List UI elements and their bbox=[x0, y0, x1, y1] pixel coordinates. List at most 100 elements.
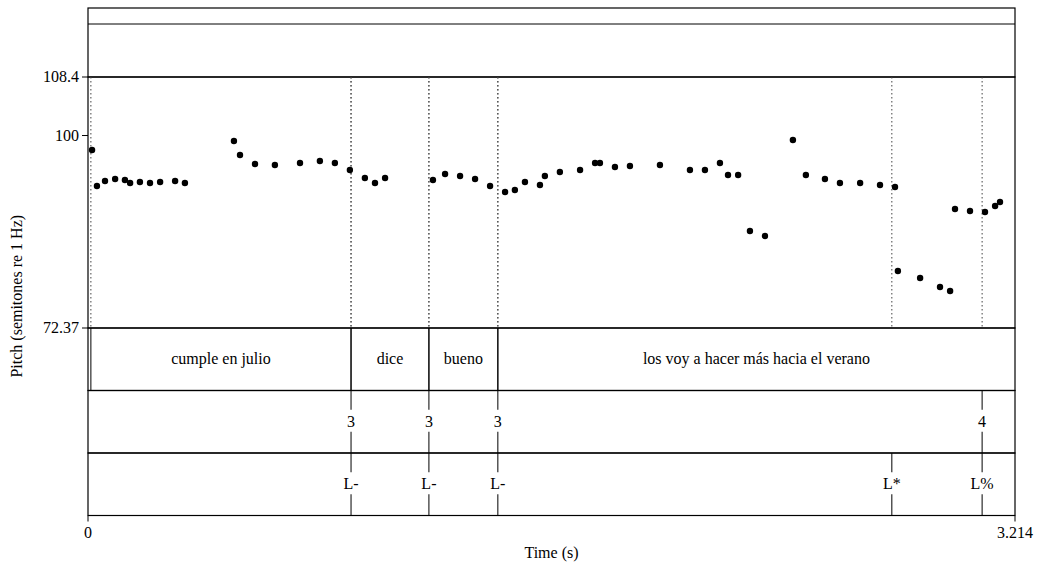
pitch-point bbox=[597, 160, 603, 166]
x-axis-title: Time (s) bbox=[524, 544, 578, 562]
tier-frame bbox=[88, 328, 1015, 391]
pitch-point bbox=[612, 164, 618, 170]
pitch-point bbox=[137, 179, 143, 185]
point-mark bbox=[982, 494, 983, 515]
pitch-point bbox=[822, 176, 828, 182]
pitch-point bbox=[952, 206, 958, 212]
boundary-guides bbox=[91, 77, 982, 328]
pitch-point bbox=[687, 167, 693, 173]
pitch-point bbox=[937, 284, 943, 290]
point-mark bbox=[428, 391, 429, 410]
point-label: L- bbox=[490, 475, 505, 492]
pitch-point bbox=[112, 176, 118, 182]
pitch-point bbox=[430, 177, 436, 183]
pitch-point bbox=[717, 160, 723, 166]
pitch-point bbox=[382, 175, 388, 181]
y-tick-label: 100 bbox=[55, 127, 79, 144]
point-mark bbox=[351, 453, 352, 472]
pitch-point bbox=[487, 183, 493, 189]
interval-boundary bbox=[497, 328, 498, 391]
tier-frame bbox=[88, 453, 1015, 516]
point-mark bbox=[351, 494, 352, 515]
pitch-point bbox=[297, 160, 303, 166]
tier-frame bbox=[88, 391, 1015, 454]
boundary-guide bbox=[428, 77, 429, 328]
point-mark bbox=[982, 453, 983, 472]
point-mark bbox=[428, 432, 429, 453]
interval-boundary bbox=[351, 328, 352, 391]
point-mark bbox=[351, 391, 352, 410]
pitch-point bbox=[332, 160, 338, 166]
pitch-point bbox=[895, 268, 901, 274]
interval-label: bueno bbox=[444, 350, 483, 367]
y-tick-label: 108.4 bbox=[43, 68, 79, 85]
pitch-point bbox=[735, 172, 741, 178]
pitch-point bbox=[252, 161, 258, 167]
pitch-point bbox=[577, 167, 583, 173]
pitch-point bbox=[877, 182, 883, 188]
pitch-point bbox=[127, 180, 133, 186]
pitch-point bbox=[94, 183, 100, 189]
point-mark bbox=[428, 494, 429, 515]
point-label: L% bbox=[971, 475, 994, 492]
pitch-point bbox=[237, 152, 243, 158]
point-label: L- bbox=[421, 475, 436, 492]
pitch-point bbox=[892, 184, 898, 190]
interval-label: cumple en julio bbox=[171, 350, 271, 368]
point-mark bbox=[982, 432, 983, 453]
pitch-point bbox=[967, 208, 973, 214]
interval-boundary bbox=[90, 328, 91, 391]
pitch-point bbox=[627, 163, 633, 169]
pitch-point bbox=[992, 203, 998, 209]
pitch-point bbox=[725, 172, 731, 178]
point-mark bbox=[497, 432, 498, 453]
boundary-guide bbox=[351, 77, 352, 328]
pitch-point bbox=[522, 179, 528, 185]
interval-boundary bbox=[351, 328, 352, 391]
point-label: L- bbox=[343, 475, 358, 492]
point-label: 3 bbox=[347, 413, 355, 430]
point-mark bbox=[351, 432, 352, 453]
pitch-point bbox=[347, 167, 353, 173]
boundary-guide bbox=[428, 77, 429, 328]
pitch-point bbox=[803, 172, 809, 178]
pitch-point bbox=[857, 180, 863, 186]
pitch-point bbox=[947, 288, 953, 294]
figure: 72.37 100 108.4 cumple en julio dice bueno los… bbox=[0, 0, 1037, 564]
pitch-point bbox=[542, 173, 548, 179]
waveform-baseline bbox=[88, 24, 1015, 25]
interval-label: dice bbox=[377, 350, 404, 367]
y-axis-title: Pitch (semitones re 1 Hz) bbox=[8, 215, 26, 378]
boundary-guide bbox=[351, 77, 352, 328]
x-tick-label: 0 bbox=[84, 524, 92, 541]
interval-boundary bbox=[428, 328, 429, 391]
pitch-point bbox=[157, 179, 163, 185]
interval-label: los voy a hacer más hacia el verano bbox=[643, 350, 870, 368]
x-tick bbox=[1015, 516, 1016, 522]
y-tick bbox=[82, 135, 88, 136]
interval-boundary bbox=[428, 328, 429, 391]
pitch-point bbox=[442, 171, 448, 177]
x-tick-label: 3.214 bbox=[997, 524, 1033, 541]
pitch-point bbox=[182, 180, 188, 186]
pitch-point bbox=[231, 138, 237, 144]
boundary-guide bbox=[891, 77, 892, 328]
pitch-point bbox=[362, 175, 368, 181]
pitch-points bbox=[89, 137, 1003, 294]
pitch-point bbox=[997, 199, 1003, 205]
pitch-point bbox=[917, 275, 923, 281]
pitch-point bbox=[837, 180, 843, 186]
boundary-guide bbox=[982, 77, 983, 328]
pitch-frame bbox=[88, 77, 1015, 328]
boundary-guide bbox=[497, 77, 498, 328]
y-tick-label: 72.37 bbox=[43, 319, 79, 336]
boundary-guide bbox=[90, 77, 91, 328]
point-mark bbox=[428, 453, 429, 472]
point-mark bbox=[497, 391, 498, 410]
pitch-point bbox=[102, 178, 108, 184]
y-tick bbox=[82, 77, 88, 78]
point-mark bbox=[497, 453, 498, 472]
waveform-frame bbox=[88, 8, 1015, 77]
pitch-point bbox=[472, 176, 478, 182]
point-mark bbox=[891, 494, 892, 515]
